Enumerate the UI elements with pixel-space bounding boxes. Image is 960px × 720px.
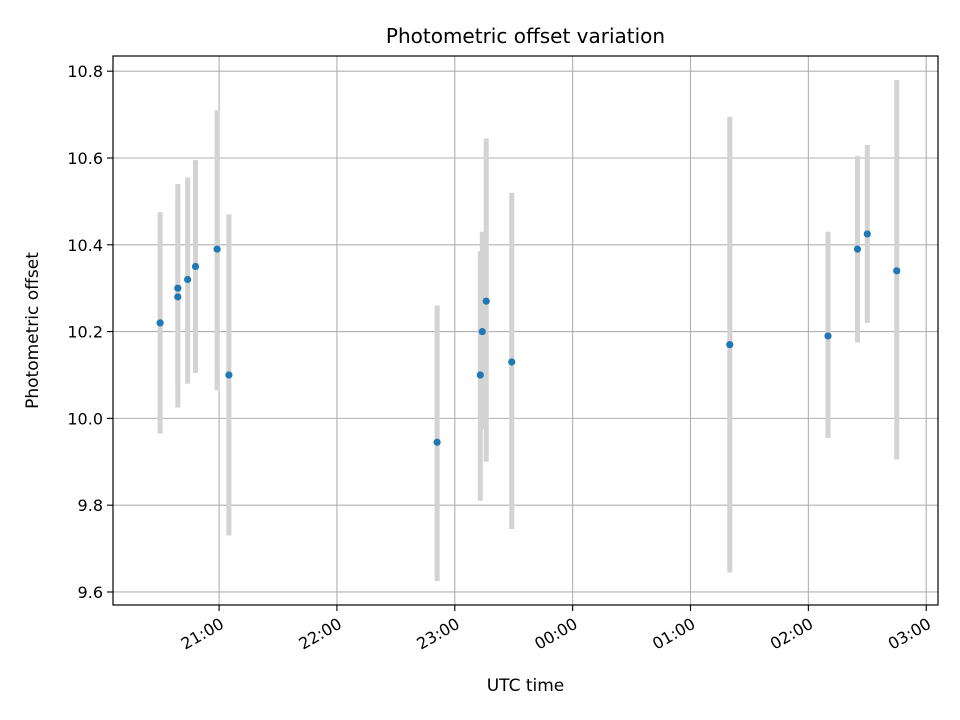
data-point bbox=[824, 332, 832, 340]
y-tick-label: 9.8 bbox=[78, 496, 103, 515]
y-tick-label: 9.6 bbox=[78, 583, 103, 602]
y-tick-label: 10.0 bbox=[67, 409, 103, 428]
y-tick-label: 10.2 bbox=[67, 323, 103, 342]
data-point bbox=[726, 341, 734, 349]
data-point bbox=[213, 245, 221, 253]
data-point bbox=[893, 267, 901, 275]
data-point bbox=[174, 293, 182, 301]
data-point bbox=[482, 297, 490, 305]
data-point bbox=[184, 275, 192, 284]
x-axis-label: UTC time bbox=[487, 676, 565, 696]
data-point bbox=[174, 284, 182, 292]
chart-title: Photometric offset variation bbox=[386, 24, 665, 48]
data-points bbox=[156, 230, 901, 446]
data-point bbox=[476, 371, 484, 379]
data-point bbox=[853, 245, 862, 253]
data-point bbox=[863, 230, 871, 238]
y-tick-label: 10.4 bbox=[67, 236, 103, 255]
y-axis-label: Photometric offset bbox=[23, 252, 43, 409]
data-point bbox=[508, 358, 516, 366]
data-point bbox=[478, 327, 486, 336]
y-axis-ticks: 9.6 9.8 10.0 10.2 10.4 10.6 10.8 bbox=[67, 62, 113, 602]
data-point bbox=[156, 319, 164, 327]
data-point bbox=[433, 438, 441, 446]
data-point bbox=[191, 262, 200, 271]
axes-frame bbox=[112, 55, 939, 606]
grid bbox=[113, 56, 938, 605]
data-point bbox=[225, 371, 233, 379]
y-tick-label: 10.6 bbox=[67, 149, 103, 168]
y-tick-label: 10.8 bbox=[67, 62, 103, 81]
